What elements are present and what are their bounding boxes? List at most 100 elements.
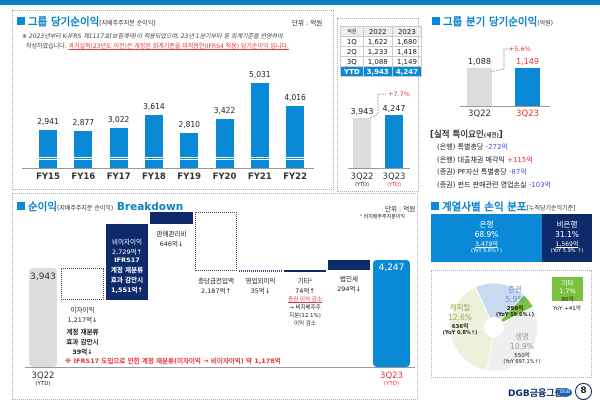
cap-yoy: (YoY 0.8%↑)	[442, 330, 478, 336]
life-label: 생명	[515, 332, 529, 341]
tax-value: 294억↓	[337, 285, 361, 293]
factor-label: (은행) 특별충당	[437, 143, 486, 151]
factor-label: (증권) 펀드 판매관련 영업손실	[437, 180, 529, 189]
start-bar: 3,943	[29, 268, 57, 367]
table-row: 3Q 1,088 1,149	[340, 56, 422, 67]
axis-break-mark	[39, 156, 57, 160]
other-box	[284, 270, 326, 272]
bar-value-label: 4,016	[284, 92, 306, 102]
adj-line: 계정 재분류	[110, 266, 144, 274]
square-bullet-icon	[431, 202, 439, 210]
pie-hole	[484, 317, 504, 337]
growth-arrow-icon	[490, 48, 512, 73]
quarter-title-text: 그룹 분기 당기순이익	[443, 16, 538, 28]
note-line1: ※ 2023년부터 K-IFRS 제1117호(보험계약)이 적용되었으며, 2…	[22, 33, 283, 40]
x-tick-label: FY21	[247, 172, 272, 182]
other-label: 기타¹	[297, 277, 313, 285]
factor-item: (증권) PF자산 특별충당 -87억	[437, 167, 527, 177]
sec-label: 증권	[508, 285, 522, 294]
bar-value-label: 1,088	[468, 57, 491, 66]
factors-title: [실적 특이요인(세전)]	[430, 128, 503, 140]
ytd-label: (YTD)	[35, 381, 51, 387]
tax-label: 법인세	[340, 275, 358, 283]
axis-break-mark	[215, 156, 234, 160]
life-pct: 10.9%	[510, 342, 534, 351]
factor-item: (증권) 펀드 판매관련 영업손실 -103억	[437, 180, 551, 190]
x-tick-label: FY17	[106, 172, 131, 182]
breakdown-footnote: ¹ 비지배주주지분이익	[360, 214, 405, 220]
annual-title: 그룹 당기순이익[지배주주지분 순이익]	[17, 14, 156, 29]
breakdown-panel	[12, 193, 418, 400]
bar-FY16	[74, 131, 93, 168]
factor-item: (은행) 대출채권 매각익 +115억	[437, 155, 533, 165]
interest-box	[61, 268, 104, 300]
nonop-label: 영업외이익	[245, 277, 276, 285]
axis-break-mark	[286, 156, 305, 160]
ytd-label: (YTD)	[383, 381, 400, 387]
cell: 3,943	[362, 66, 393, 77]
bar-value-label: 2,877	[72, 118, 95, 128]
bar-value-label: 3,422	[213, 106, 236, 115]
bank-label: 은행	[479, 220, 494, 229]
brand-text: DGB금융그룹	[508, 389, 563, 399]
adj-line: 39억↓	[72, 348, 93, 356]
sga-label: 판매관리비	[156, 230, 187, 238]
sec-yoy: (YoY 59.6%↓)	[495, 312, 535, 318]
cell: 1,233	[362, 46, 393, 57]
provision-box	[195, 212, 237, 271]
breakdown-baseline	[25, 367, 415, 368]
x-tick-label: 3Q22	[350, 172, 374, 182]
annual-title-text: 그룹 당기순이익	[28, 16, 100, 28]
growth-arrow-icon	[370, 93, 386, 119]
ytd-baseline	[348, 168, 410, 169]
qtr-change: +5.6%	[509, 45, 531, 53]
pie-slice-0	[474, 282, 525, 328]
factors-title-sub: (세전)	[483, 133, 499, 139]
adj-line: 계정 재분류	[66, 328, 99, 336]
bar-FY19	[180, 132, 199, 168]
life-value: 550억	[514, 353, 530, 359]
etc-pct: 1.7%	[559, 287, 576, 295]
bar-value-label: 3,022	[107, 115, 130, 124]
start-value: 3,943	[30, 272, 56, 282]
note-warning: 과거실적(23년도 이전)은 개정된 회계기준을 미적용한(IFRS4 적용) …	[68, 43, 289, 50]
ytd-panel	[337, 18, 419, 192]
bank-value: 3,479억	[475, 241, 498, 248]
cap-label: 캐피탈	[449, 303, 471, 312]
sga-value: 646억↓	[159, 240, 184, 248]
ifrs-note: ※ IFRS17 도입으로 인한 계정 재분류(이자이익 → 비이자이익) 약 …	[65, 357, 281, 365]
cell: YTD	[340, 66, 364, 77]
th: 2022	[362, 26, 393, 37]
axis-break-mark	[180, 156, 199, 160]
breakdown-subtitle: (지배주주지분 순이익)	[56, 205, 114, 212]
bar-value-label: 3,943	[350, 107, 374, 116]
etc-label: 기타	[561, 279, 574, 287]
nonbank-yoy: (YoY 5.9% ↑)	[550, 248, 584, 254]
square-bullet-icon	[17, 17, 25, 25]
quarterly-table: 억원 2022 2023 1Q 1,622 1,680 2Q 1,233 1,418 3Q 1…	[340, 26, 422, 77]
end-label: 3Q23	[380, 371, 403, 381]
th: 2023	[391, 26, 422, 37]
noninterest-value: 2,729억↑	[111, 248, 143, 256]
other-value: 74억↑	[295, 287, 315, 295]
bar-FY17	[109, 128, 128, 168]
distribution-subtitle: [누적당기순익기준]	[526, 205, 576, 212]
provision-value: 2,187억↑	[200, 287, 232, 295]
ytd-bar-3Q23	[385, 115, 403, 168]
factor-item: (은행) 특별충당 -272억	[437, 142, 508, 152]
adj-line: 효과 감안시	[66, 338, 99, 346]
adj-line: 1,551억↑	[111, 286, 143, 294]
annual-profit-panel	[12, 10, 334, 190]
qtr-bar-3Q23	[515, 68, 540, 106]
pie-slice-3	[449, 286, 495, 371]
x-tick-label: FY22	[283, 172, 307, 182]
interest-labels: 이자이익 1,217억↓ 계정 재분류 효과 감안시 39억↓	[61, 304, 104, 356]
interest-value: 1,217억↓	[67, 316, 98, 324]
bank-pct: 68.9%	[474, 230, 499, 239]
bar-value-label: 2,810	[178, 119, 200, 129]
axis-break-mark	[109, 156, 128, 160]
dgb-logo: DGB	[558, 388, 572, 397]
start-label: 3Q22	[31, 371, 55, 381]
nonbank-label: 비은행	[556, 220, 578, 229]
cell: 1,088	[362, 56, 393, 67]
